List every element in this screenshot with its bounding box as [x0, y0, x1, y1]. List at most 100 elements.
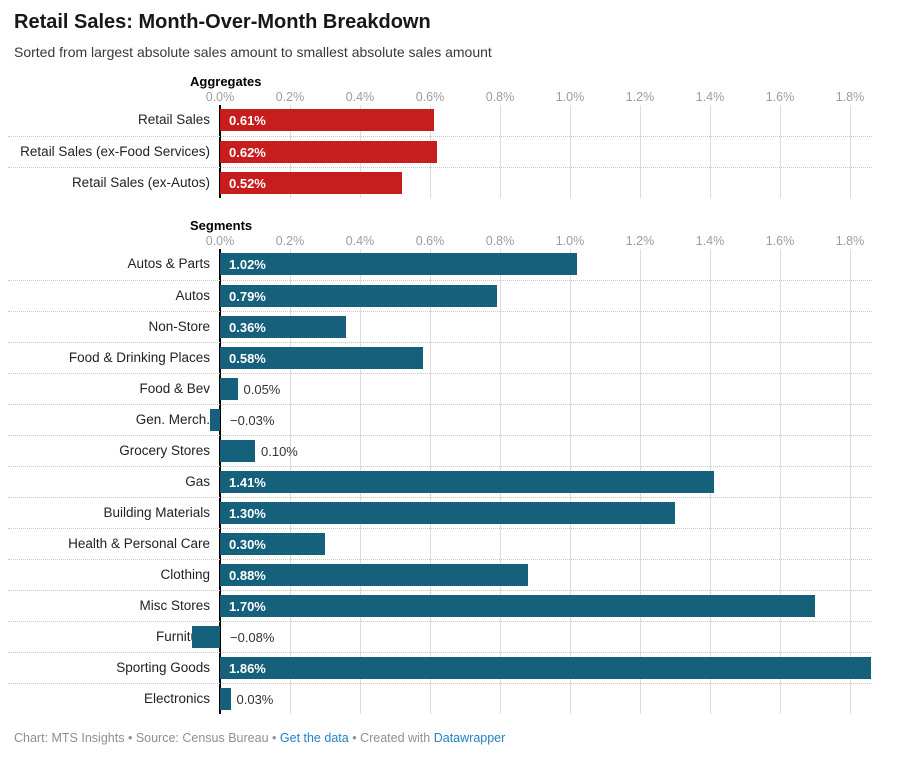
bar-value-label: 1.70%: [229, 598, 266, 614]
segments-axis: 0.0% 0.2% 0.4% 0.6% 0.8% 1.0% 1.2% 1.4% 1.6% 1.8%: [8, 233, 872, 249]
row-plot: 0.10%: [220, 436, 872, 466]
bar-value-label: 1.30%: [229, 505, 266, 521]
row-label: Grocery Stores: [119, 443, 210, 458]
row-plot: 1.86%: [220, 653, 872, 683]
chart-area: Aggregates 0.0% 0.2% 0.4% 0.6% 0.8% 1.0% 1.2% 1.…: [8, 74, 872, 714]
bar: [220, 471, 714, 493]
bar-value-label: 1.86%: [229, 660, 266, 676]
segments-section: Segments 0.0% 0.2% 0.4% 0.6% 0.8% 1.0% 1.2% 1.4%…: [8, 218, 872, 714]
gridline: [850, 105, 851, 198]
axis-tick-label: 1.8%: [835, 90, 865, 104]
bar-value-label: 0.52%: [229, 175, 266, 191]
gridline: [640, 105, 641, 198]
table-row: Non-Store 0.36%: [8, 311, 872, 342]
gridline: [850, 249, 851, 714]
table-row: Clothing 0.88%: [8, 559, 872, 590]
row-plot: 0.88%: [220, 560, 872, 590]
row-label: Furniture: [155, 629, 210, 644]
bar: [209, 409, 220, 431]
row-label: Autos: [175, 288, 210, 303]
bar-value-label: 0.58%: [229, 350, 266, 366]
row-label: Gas: [185, 474, 210, 489]
row-label: Gen. Merch.: [135, 412, 210, 427]
bar: [220, 285, 497, 307]
bar: [220, 440, 255, 462]
footer-separator: •: [272, 731, 277, 745]
bar: [220, 657, 871, 679]
row-label: Non-Store: [148, 319, 210, 334]
bar-value-label: 0.79%: [229, 288, 266, 304]
gridline: [780, 249, 781, 714]
row-plot: 1.02%: [220, 249, 872, 280]
row-plot: 0.52%: [220, 168, 872, 198]
source-label: Source: Census Bureau: [135, 731, 269, 745]
bar-value-label: 0.05%: [243, 381, 281, 397]
table-row: Autos 0.79%: [8, 280, 872, 311]
row-plot: 0.58%: [220, 343, 872, 373]
table-row: Electronics 0.03%: [8, 683, 872, 714]
row-label: Building Materials: [103, 505, 210, 520]
row-label: Health & Personal Care: [68, 536, 210, 551]
axis-tick-label: 0.4%: [345, 234, 375, 248]
row-label: Autos & Parts: [127, 256, 210, 271]
axis-tick-label: 1.2%: [625, 234, 655, 248]
bar-value-label: −0.03%: [230, 412, 275, 428]
segments-group-title: Segments: [190, 218, 253, 233]
bar-value-label: 1.41%: [229, 474, 266, 490]
gridline: [500, 105, 501, 198]
row-plot: 0.03%: [220, 684, 872, 714]
created-with-label: Created with: [360, 731, 431, 745]
page-subtitle: Sorted from largest absolute sales amoun…: [14, 44, 492, 60]
table-row: Grocery Stores 0.10%: [8, 435, 872, 466]
aggregates-section: Aggregates 0.0% 0.2% 0.4% 0.6% 0.8% 1.0% 1.2% 1.…: [8, 74, 872, 198]
table-row: Retail Sales 0.61%: [8, 105, 872, 136]
axis-tick-label: 0.0%: [205, 234, 235, 248]
row-plot: 0.30%: [220, 529, 872, 559]
bar-value-label: −0.08%: [230, 629, 275, 645]
table-row: Autos & Parts 1.02%: [8, 249, 872, 280]
row-plot: 0.62%: [220, 137, 872, 167]
axis-tick-label: 0.8%: [485, 90, 515, 104]
bar: [220, 316, 346, 338]
row-plot: −0.08%: [192, 622, 872, 652]
axis-tick-label: 1.6%: [765, 234, 795, 248]
aggregates-plot: Retail Sales 0.61% Retail Sales (ex-Food S…: [8, 105, 872, 198]
row-plot: −0.03%: [209, 405, 872, 435]
axis-tick-label: 0.2%: [275, 234, 305, 248]
axis-tick-label: 0.2%: [275, 90, 305, 104]
bar: [220, 253, 577, 275]
bar: [220, 347, 423, 369]
chart-credit: Chart: MTS Insights: [14, 731, 125, 745]
axis-tick-label: 0.8%: [485, 234, 515, 248]
bar: [220, 533, 325, 555]
bar: [220, 502, 675, 524]
bar: [220, 172, 402, 194]
row-label: Clothing: [160, 567, 210, 582]
row-label: Food & Drinking Places: [68, 350, 210, 365]
chart-footer: Chart: MTS Insights • Source: Census Bur…: [14, 731, 910, 745]
axis-tick-label: 0.6%: [415, 234, 445, 248]
footer-separator: •: [127, 731, 133, 745]
gridline: [570, 105, 571, 198]
table-row: Health & Personal Care 0.30%: [8, 528, 872, 559]
row-plot: 1.41%: [220, 467, 872, 497]
axis-tick-label: 1.4%: [695, 90, 725, 104]
segments-rows: Autos & Parts 1.02% Autos 0.79% Non-Store 0.3…: [8, 249, 872, 714]
axis-tick-label: 0.4%: [345, 90, 375, 104]
table-row: Furniture −0.08%: [8, 621, 872, 652]
bar-value-label: 0.61%: [229, 112, 266, 128]
aggregates-group-title: Aggregates: [190, 74, 262, 89]
table-row: Retail Sales (ex-Autos) 0.52%: [8, 167, 872, 198]
gridline: [710, 105, 711, 198]
row-plot: 0.05%: [220, 374, 872, 404]
segments-plot: Autos & Parts 1.02% Autos 0.79% Non-Store 0.3…: [8, 249, 872, 714]
datawrapper-link[interactable]: Datawrapper: [433, 731, 506, 745]
row-label: Retail Sales (ex-Food Services): [20, 144, 210, 159]
aggregates-rows: Retail Sales 0.61% Retail Sales (ex-Food S…: [8, 105, 872, 198]
bar: [192, 626, 220, 648]
get-the-data-link[interactable]: Get the data: [279, 731, 349, 745]
row-label: Electronics: [143, 691, 210, 706]
axis-tick-label: 1.0%: [555, 234, 585, 248]
bar: [220, 141, 437, 163]
axis-tick-label: 1.4%: [695, 234, 725, 248]
